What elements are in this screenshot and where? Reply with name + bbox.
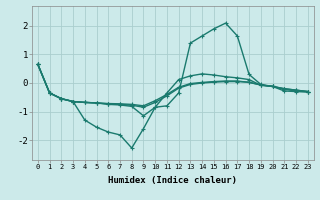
X-axis label: Humidex (Indice chaleur): Humidex (Indice chaleur): [108, 176, 237, 185]
